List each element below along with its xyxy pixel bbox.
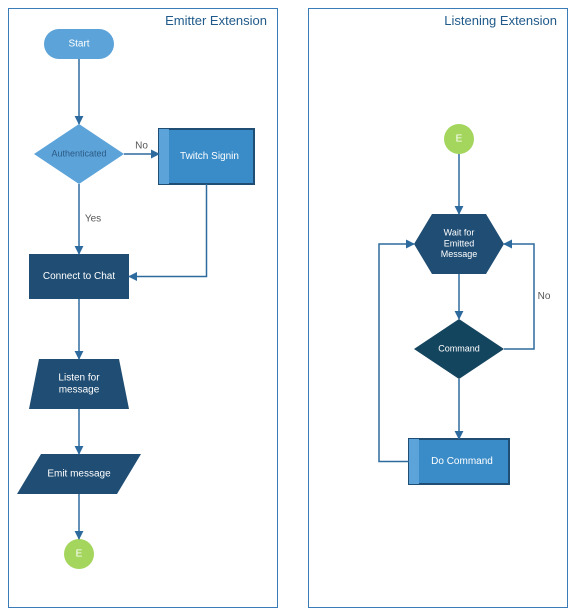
edge (129, 184, 207, 277)
emitter-flowchart: Start Authenticated Twitch Signin Connect t… (9, 9, 279, 609)
listening-title: Listening Extension (444, 13, 557, 28)
edge-yes: Yes (85, 214, 101, 225)
do-label: Do Command (431, 456, 493, 467)
signin-accent (159, 129, 169, 184)
listen-label: Listen for (58, 373, 100, 384)
listen-label: message (59, 385, 100, 396)
wait-label: Wait for (444, 228, 475, 238)
listening-flowchart: E Wait forEmittedMessage Command Do Command… (309, 9, 569, 609)
connect-label: Connect to Chat (43, 271, 115, 282)
end-label: E (76, 549, 83, 560)
l-edge-no: No (538, 291, 551, 302)
start-label: Start (68, 39, 89, 50)
wait-label: Message (441, 249, 478, 259)
listening-panel: Listening Extension E Wait forEmittedMess… (308, 8, 568, 608)
emitter-panel: Emitter Extension Start Authenticated Twit… (8, 8, 278, 608)
edge (379, 244, 414, 462)
signin-label: Twitch Signin (180, 151, 239, 162)
emit-label: Emit message (47, 469, 111, 480)
edge-no: No (135, 141, 148, 152)
wait-label: Emitted (444, 238, 475, 248)
edge (504, 244, 534, 349)
cmd-label: Command (438, 343, 480, 353)
emitter-title: Emitter Extension (165, 13, 267, 28)
l-start-label: E (456, 134, 463, 145)
auth-label: Authenticated (51, 148, 106, 158)
do-accent (409, 439, 419, 484)
